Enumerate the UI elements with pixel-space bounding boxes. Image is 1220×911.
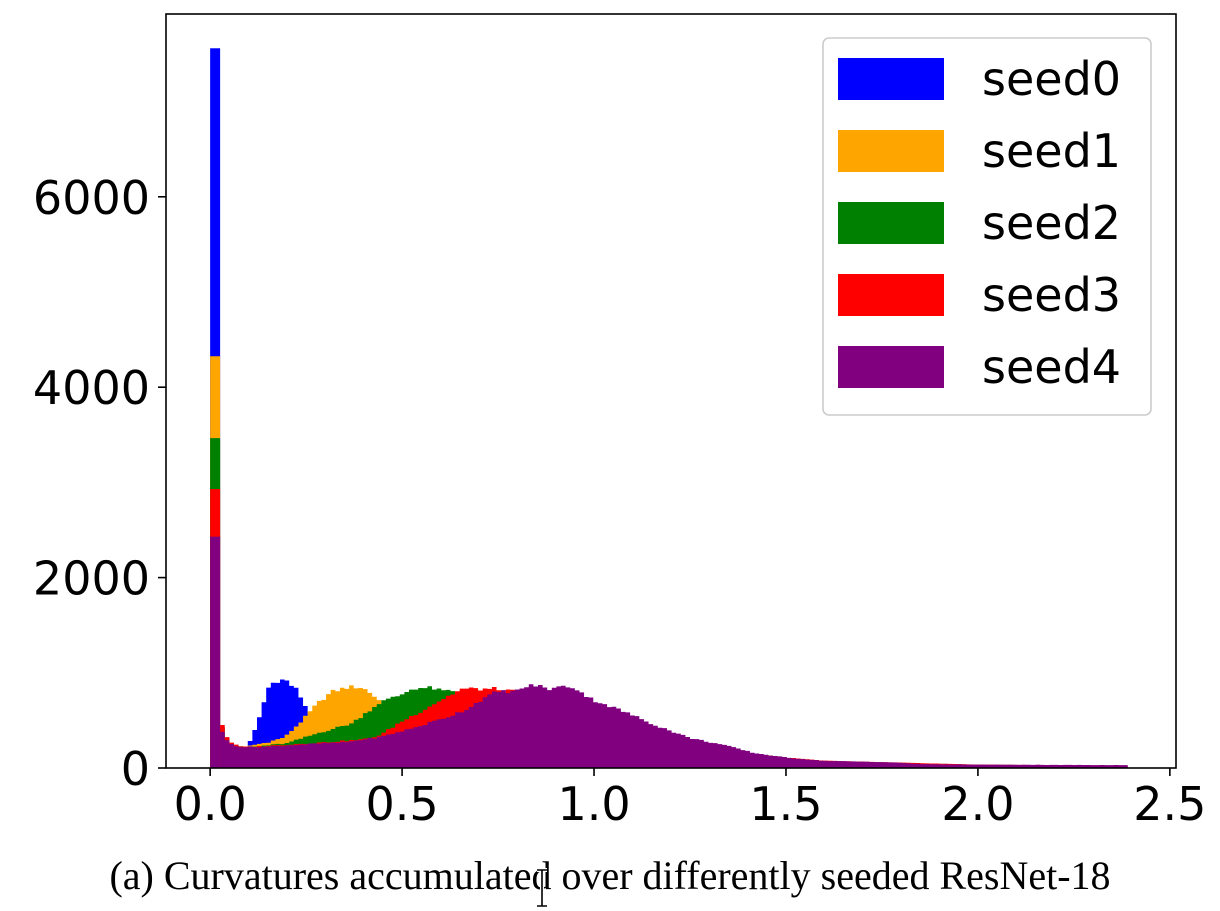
histogram-bars — [210, 48, 1128, 769]
x-tick-label: 2.0 — [941, 777, 1014, 831]
legend: seed0 seed1 seed2 seed3 seed4 — [822, 37, 1152, 416]
legend-label: seed2 — [982, 196, 1121, 250]
x-tick-label: 0.0 — [174, 777, 247, 831]
legend-items: seed0 seed1 seed2 seed3 seed4 — [838, 52, 1121, 394]
y-tick-label: 0 — [121, 742, 150, 796]
legend-label: seed1 — [982, 124, 1121, 178]
series-seed4 — [210, 536, 1128, 768]
y-tick-label: 2000 — [33, 552, 150, 606]
x-tick-label: 1.0 — [557, 777, 630, 831]
text-cursor-icon — [537, 868, 547, 908]
legend-item-seed2: seed2 — [838, 196, 1121, 250]
x-tick-label: 0.5 — [366, 777, 439, 831]
legend-item-seed1: seed1 — [838, 124, 1121, 178]
legend-item-seed0: seed0 — [838, 52, 1121, 106]
series-seed1 — [210, 356, 1128, 768]
y-tick-label: 6000 — [33, 171, 150, 225]
legend-label: seed3 — [982, 268, 1121, 322]
legend-swatch — [838, 202, 944, 244]
legend-swatch — [838, 274, 944, 316]
legend-label: seed0 — [982, 52, 1121, 106]
x-axis-ticks: 0.0 0.5 1.0 1.5 2.0 2.5 — [174, 768, 1206, 831]
legend-item-seed4: seed4 — [838, 340, 1121, 394]
y-axis-ticks: 0 2000 4000 6000 — [33, 171, 166, 796]
axes — [165, 13, 1177, 769]
figure-caption: (a) Curvatures accumulated over differen… — [109, 853, 1111, 898]
legend-label: seed4 — [982, 340, 1121, 394]
y-tick-label: 4000 — [33, 361, 150, 415]
legend-swatch — [838, 58, 944, 100]
plot-frame — [165, 13, 1177, 769]
histogram-bins — [220, 684, 1128, 768]
legend-swatch — [838, 130, 944, 172]
legend-item-seed3: seed3 — [838, 268, 1121, 322]
x-tick-label: 1.5 — [749, 777, 822, 831]
histogram-bar — [210, 536, 221, 768]
legend-swatch — [838, 346, 944, 388]
x-tick-label: 2.5 — [1133, 777, 1206, 831]
